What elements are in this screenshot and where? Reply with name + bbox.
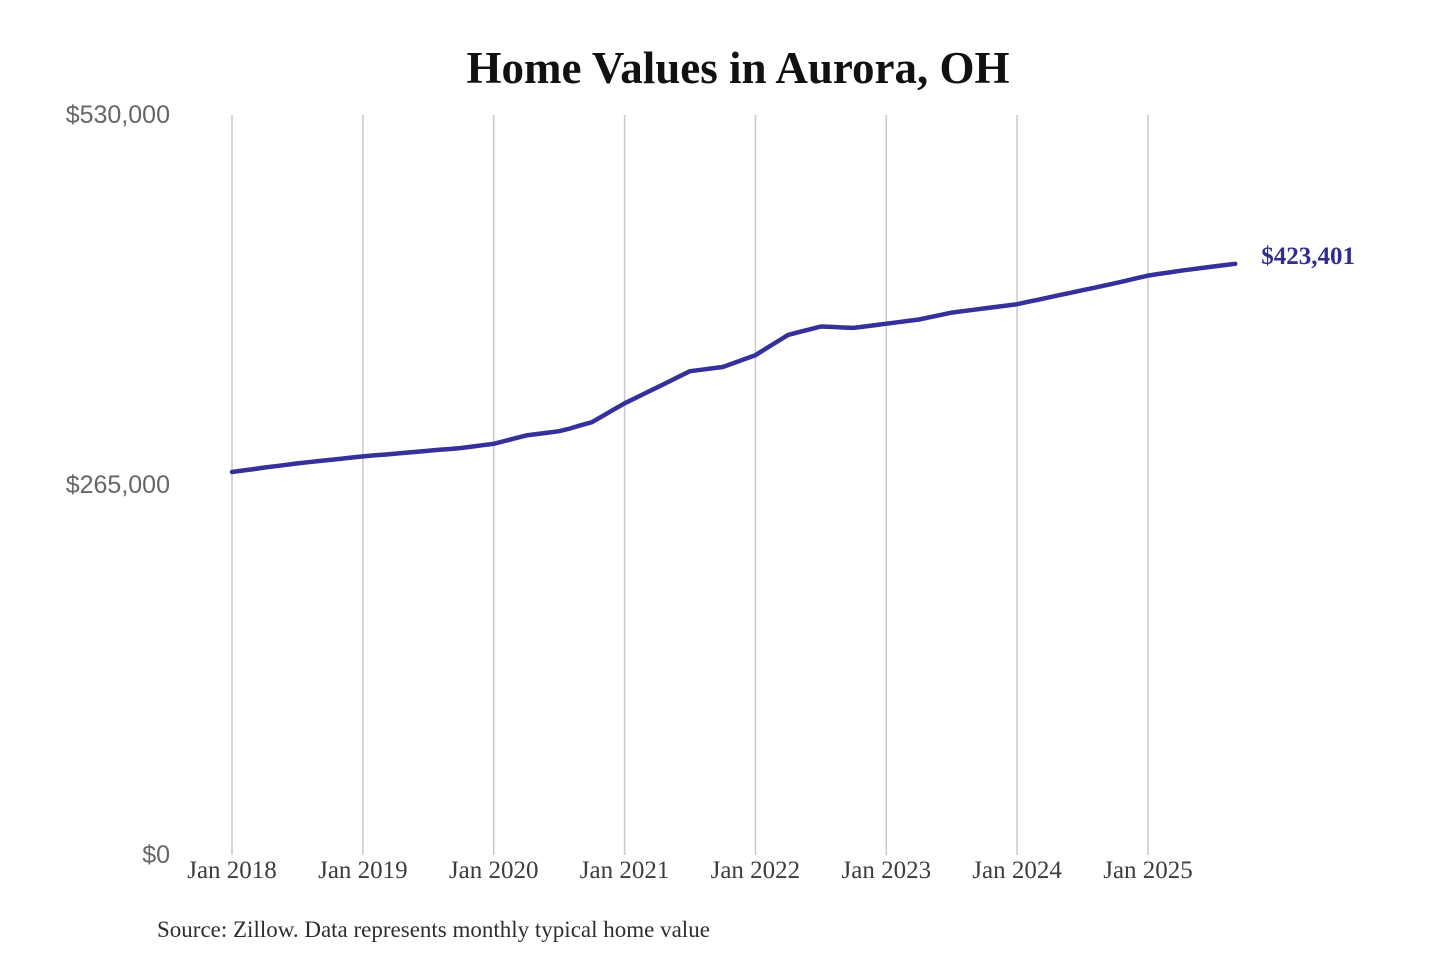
x-tick-label: Jan 2022	[710, 857, 801, 884]
source-note: Source: Zillow. Data represents monthly …	[157, 917, 710, 942]
home-value-line	[229, 261, 1238, 475]
x-tick-label: Jan 2024	[972, 857, 1062, 884]
x-tick-label: Jan 2020	[448, 857, 539, 884]
y-tick-label: $0	[142, 841, 170, 869]
x-tick-label: Jan 2019	[318, 857, 408, 884]
y-tick-label: $265,000	[65, 471, 170, 499]
x-tick-label: Jan 2023	[841, 857, 932, 884]
latest-value-label: $423,401	[1261, 242, 1355, 270]
y-tick-label: $530,000	[65, 101, 170, 129]
x-tick-label: Jan 2021	[579, 857, 670, 884]
chart-title: Home Values in Aurora, OH	[466, 43, 1010, 93]
x-tick-label: Jan 2025	[1103, 857, 1193, 884]
x-tick-label: Jan 2018	[187, 857, 277, 884]
